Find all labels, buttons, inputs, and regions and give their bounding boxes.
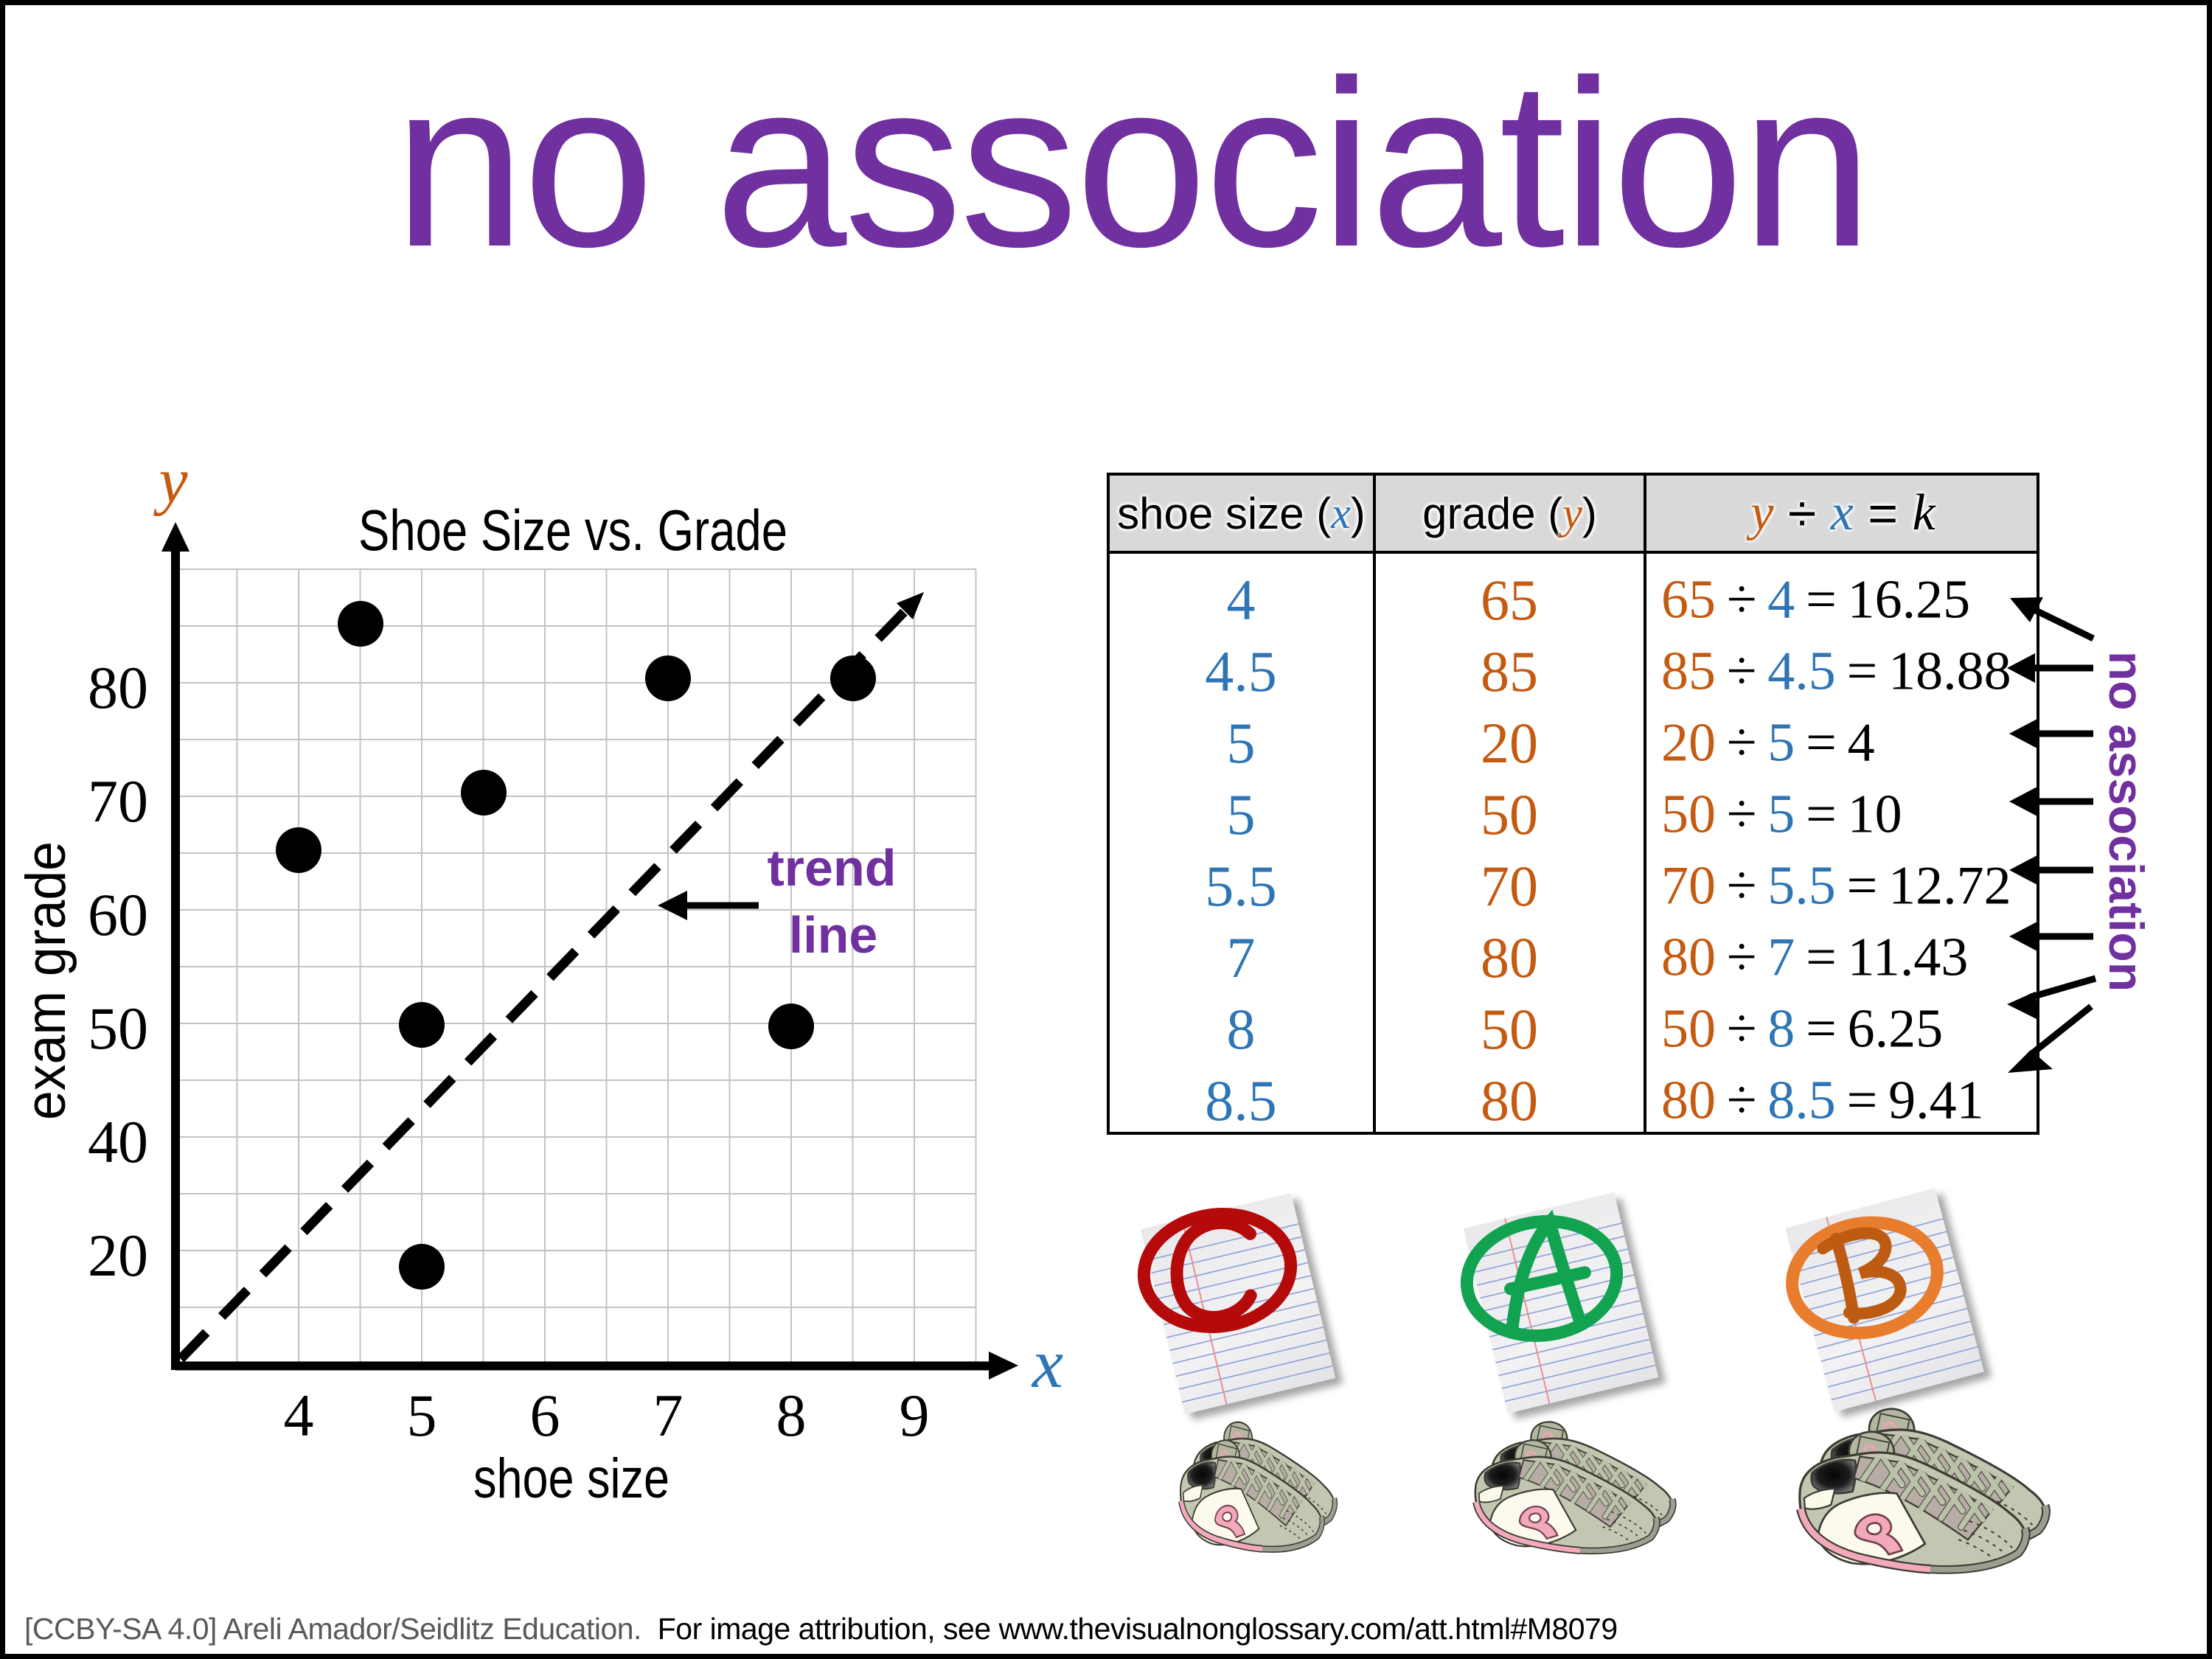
- svg-text:trend: trend: [768, 839, 897, 897]
- svg-text:60: 60: [88, 881, 148, 948]
- svg-text:x: x: [1031, 1324, 1063, 1402]
- svg-text:20: 20: [88, 1222, 148, 1289]
- svg-text:9: 9: [900, 1382, 930, 1449]
- svg-text:40: 40: [88, 1108, 148, 1175]
- svg-text:70: 70: [88, 768, 148, 835]
- svg-text:exam grade: exam grade: [15, 841, 77, 1120]
- svg-text:line: line: [789, 906, 878, 964]
- svg-text:50: 50: [88, 995, 148, 1062]
- svg-text:8: 8: [776, 1382, 807, 1449]
- svg-text:5: 5: [407, 1382, 437, 1449]
- svg-text:4: 4: [284, 1382, 314, 1449]
- svg-text:shoe size: shoe size: [473, 1447, 669, 1510]
- svg-text:80: 80: [88, 654, 148, 721]
- svg-text:y: y: [153, 445, 188, 517]
- svg-text:7: 7: [653, 1382, 684, 1449]
- svg-text:6: 6: [530, 1382, 560, 1449]
- svg-text:Shoe Size vs. Grade: Shoe Size vs. Grade: [358, 498, 787, 563]
